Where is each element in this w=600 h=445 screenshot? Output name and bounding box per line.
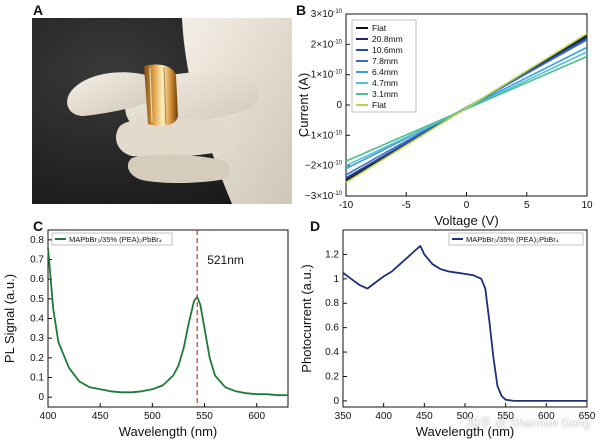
- panel-letter-b: B: [296, 2, 307, 18]
- device-photo: [32, 18, 292, 204]
- chart-c-xtick-label: 600: [248, 411, 265, 422]
- chart-b-ylabel: Current (A): [296, 73, 311, 137]
- chart-c-xtick-label: 400: [40, 411, 57, 422]
- chart-c-ytick-label: 0.1: [30, 373, 44, 384]
- chart-d-xtick-label: 650: [579, 411, 596, 422]
- chart-c-legend-box: [51, 232, 173, 246]
- device-photo-illustration: [32, 18, 292, 204]
- chart-d-xtick-label: 550: [497, 411, 514, 422]
- chart-d-ytick-label: 0: [333, 396, 339, 407]
- chart-c-xtick-label: 500: [144, 411, 161, 422]
- chart-d-xtick-label: 350: [335, 411, 352, 422]
- chart-c-ytick-label: 0.4: [30, 314, 44, 325]
- watermark-text: 知乎 @ Shannon Deng: [467, 416, 590, 430]
- chart-d-series-line: [342, 245, 587, 402]
- chart-b-ytick-label: 2×10-10: [311, 39, 343, 50]
- chart-b-xtick-label: 5: [524, 200, 530, 211]
- chart-c-ytick-label: 0.6: [30, 274, 44, 285]
- panel-letter-d: D: [310, 218, 321, 234]
- chart-c-ylabel: PL Signal (a.u.): [2, 274, 17, 363]
- chart-d-ytick-label: 0.6: [325, 323, 339, 334]
- chart-b-legend-label: 3.1mm: [372, 89, 398, 99]
- chart-b-legend-label: 10.6mm: [372, 45, 403, 55]
- chart-c-ytick-label: 0: [38, 392, 44, 403]
- chart-b-ytick-label: 0: [336, 100, 342, 111]
- chart-d-xtick-label: 400: [375, 411, 392, 422]
- chart-d-ylabel: Photocurrent (a.u.): [299, 264, 314, 372]
- panel-letter-a: A: [33, 2, 44, 18]
- chart-c-ytick-label: 0.2: [30, 353, 44, 364]
- chart-c-ytick-label: 0.8: [30, 235, 44, 246]
- chart-b-ytick-label: −3×10-10: [305, 191, 343, 202]
- chart-b-ytick-label: 3×10-10: [311, 9, 343, 20]
- chart-c-ytick-label: 0.3: [30, 333, 44, 344]
- chart-b-xlabel: Voltage (V): [434, 213, 498, 228]
- chart-b-legend-label: 7.8mm: [372, 56, 398, 66]
- chart-c-series-line: [47, 247, 288, 397]
- chart-d-xlabel: Wavelength (nm): [416, 424, 515, 439]
- chart-b-ytick-label: −2×10-10: [305, 161, 343, 172]
- chart-b-legend-label: 4.7mm: [372, 78, 398, 88]
- chart-b-xtick-label: -10: [339, 200, 354, 211]
- chart-b-xtick-label: 10: [581, 200, 593, 211]
- chart-d-legend-label: MAPbBr₃/35% (PEA)₂PbBr₄: [466, 235, 559, 244]
- chart-b-legend-label: Flat: [372, 100, 387, 110]
- chart-c-peak-annotation: 521nm: [207, 253, 244, 267]
- chart-d-xtick-label: 600: [538, 411, 555, 422]
- chart-b-series-line: [345, 33, 588, 183]
- chart-d-xtick-label: 500: [457, 411, 474, 422]
- chart-b-ytick-label: −1×10-10: [305, 130, 343, 141]
- chart-b-legend-label: 6.4mm: [372, 67, 398, 77]
- chart-c-xlabel: Wavelength (nm): [119, 424, 218, 439]
- chart-b-legend-label: Flat: [372, 23, 387, 33]
- chart-d-legend-box: [448, 232, 584, 246]
- chart-c-legend-label: MAPbBr₃/35% (PEA)₂PbBr₄: [69, 235, 162, 244]
- chart-b-legend-box: [351, 19, 417, 113]
- chart-c-xtick-label: 450: [92, 411, 109, 422]
- chart-d-ytick-label: 1.2: [325, 249, 339, 260]
- chart-d-ytick-label: 0.2: [325, 371, 339, 382]
- chart-d-ytick-label: 0.4: [325, 347, 339, 358]
- chart-b-xtick-label: 0: [464, 200, 470, 211]
- chart-c-xtick-label: 550: [196, 411, 213, 422]
- chart-c-ytick-label: 0.7: [30, 255, 44, 266]
- chart-b-xtick-label: -5: [402, 200, 411, 211]
- panel-letter-c: C: [33, 218, 44, 234]
- chart-b-legend-label: 20.8mm: [372, 34, 403, 44]
- chart-b-ytick-label: 1×10-10: [311, 70, 343, 81]
- chart-c-ytick-label: 0.5: [30, 294, 44, 305]
- chart-d-xtick-label: 450: [416, 411, 433, 422]
- chart-d-ytick-label: 1: [333, 274, 339, 285]
- chart-d-ytick-label: 0.8: [325, 298, 339, 309]
- chart-d-frame: [342, 229, 588, 408]
